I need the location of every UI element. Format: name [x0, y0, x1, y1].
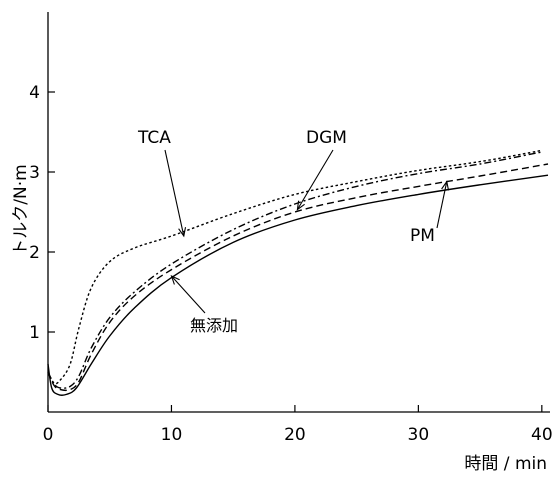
- annotation-arrow-head: [170, 274, 180, 285]
- y-axis-label: トルク/N·m: [11, 164, 31, 255]
- ticks: 0 10 20 30 40 1 2 3 4: [29, 83, 552, 445]
- annotation-arrow-line: [164, 149, 185, 237]
- series-line-3: [47, 149, 542, 385]
- annotation-arrow-head: [441, 180, 450, 191]
- annotation-arrows: [164, 149, 450, 314]
- annotation-arrow-line: [436, 181, 448, 229]
- series-line-2: [47, 151, 542, 389]
- x-tick-label: 10: [161, 425, 183, 445]
- y-tick-label: 4: [29, 83, 40, 103]
- series-line-0: [47, 174, 549, 396]
- series-line-1: [47, 163, 549, 392]
- x-axis-label: 時間 / min: [464, 454, 547, 474]
- annotation-label-dgm: DGM: [306, 128, 347, 148]
- y-tick-label: 2: [29, 243, 40, 263]
- y-tick-label: 3: [29, 163, 40, 183]
- y-tick-label: 1: [29, 323, 40, 343]
- x-tick-label: 20: [284, 425, 306, 445]
- x-tick-label: 0: [43, 425, 54, 445]
- x-tick-label: 40: [531, 425, 553, 445]
- annotation-arrow-head: [296, 200, 305, 211]
- annotation-label-pm: PM: [410, 226, 435, 246]
- annotation-label-tca: TCA: [137, 128, 171, 148]
- annotation-arrow-line: [296, 149, 334, 210]
- text-labels: トルク/N·m 時間 / min TCA DGM PM 無添加: [11, 128, 547, 474]
- axes: [47, 12, 550, 413]
- annotation-arrow-head: [178, 227, 187, 238]
- annotation-arrow-line: [171, 275, 206, 314]
- series-lines: [47, 149, 549, 396]
- x-tick-label: 30: [408, 425, 430, 445]
- annotation-label-mutenka: 無添加: [190, 316, 238, 335]
